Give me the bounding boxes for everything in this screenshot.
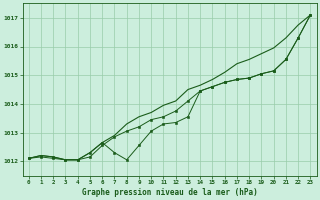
X-axis label: Graphe pression niveau de la mer (hPa): Graphe pression niveau de la mer (hPa) xyxy=(82,188,258,197)
